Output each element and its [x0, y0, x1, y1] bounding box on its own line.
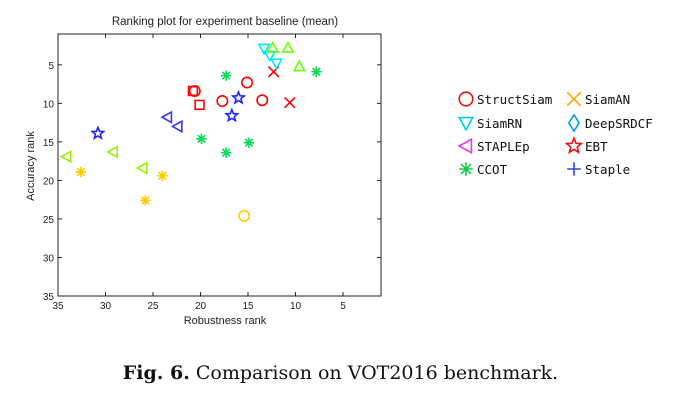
data-point-star-6-0	[90, 125, 106, 141]
data-point-asterisk-9-1	[157, 170, 168, 181]
x-tick-label: 25	[147, 301, 159, 312]
plot-area	[57, 33, 382, 297]
y-tick-label: 10	[43, 99, 55, 110]
legend-label-staple: Staple	[585, 162, 630, 177]
caption-text: Comparison on VOT2016 benchmark.	[189, 362, 559, 384]
data-point-star-6-1	[224, 107, 240, 123]
legend-marker-ebt	[564, 135, 584, 155]
data-point-circle-0-3	[256, 94, 269, 107]
x-tick-label: 15	[242, 301, 254, 312]
data-point-asterisk-5-0	[220, 70, 232, 81]
chart-title: Ranking plot for experiment baseline (me…	[112, 16, 338, 28]
legend-marker-staple	[567, 162, 581, 176]
legend-label-deepsrdcf: DeepSRDCF	[585, 116, 653, 131]
x-tick-label: 30	[100, 301, 112, 312]
legend-label-ccot: CCOT	[477, 162, 508, 177]
y-tick-label: 35	[43, 292, 55, 303]
data-points	[59, 41, 322, 222]
x-tick-label: 5	[340, 301, 346, 312]
data-point-triangle-up-3-2	[292, 59, 306, 72]
legend-label-siaman: SiamAN	[585, 92, 630, 107]
data-point-triangle-left-8-1	[135, 161, 148, 175]
data-point-star-6-2	[230, 89, 247, 105]
y-tick-label: 25	[43, 215, 55, 226]
data-point-asterisk-5-1	[220, 147, 232, 158]
data-point-asterisk-9-0	[75, 166, 86, 178]
legend-marker-ccot	[459, 162, 473, 176]
data-point-square-4-0	[187, 85, 199, 97]
data-point-triangle-up-3-0	[281, 41, 295, 53]
data-point-triangle-down-2-0	[257, 43, 271, 56]
data-point-asterisk-9-2	[140, 195, 151, 206]
legend: StructSiam SiamAN SiamRN DeepSRDCF STAPLEp EB…	[457, 91, 653, 177]
scatter-chart: Ranking plot for experiment baseline (me…	[25, 16, 653, 327]
y-tick-label: 20	[43, 176, 55, 187]
y-tick-label: 15	[43, 138, 55, 149]
data-point-triangle-left-8-2	[59, 149, 72, 164]
legend-marker-siaman	[566, 91, 582, 107]
data-point-triangle-left-7-0	[160, 110, 173, 124]
data-point-circle-10-0	[238, 209, 251, 222]
legend-label-structsiam: StructSiam	[477, 92, 552, 107]
x-tick-label: 20	[195, 301, 207, 312]
legend-marker-staplep	[457, 137, 473, 155]
legend-label-ebt: EBT	[585, 139, 608, 154]
legend-label-siamrn: SiamRN	[477, 116, 522, 131]
data-point-square-4-1	[194, 99, 205, 111]
legend-label-staplep: STAPLEp	[477, 139, 530, 154]
y-tick-label: 5	[48, 61, 54, 72]
data-point-circle-0-2	[241, 76, 254, 89]
legend-marker-siamrn	[457, 116, 475, 132]
x-tick-label: 10	[290, 301, 302, 312]
legend-marker-deepsrdcf	[567, 113, 581, 133]
x-axis-label: Robustness rank	[184, 315, 267, 327]
data-point-triangle-left-8-0	[106, 145, 119, 159]
data-point-circle-0-1	[216, 95, 229, 108]
data-point-triangle-up-3-1	[266, 41, 280, 53]
data-point-triangle-left-7-1	[170, 119, 183, 134]
data-point-asterisk-5-2	[243, 137, 255, 148]
x-tick-label: 35	[52, 301, 64, 312]
data-point-x-1-0	[284, 96, 296, 109]
axis-ticks: 35 30 25 20 15 10 5 5 10 15 20 25 30 35	[43, 34, 381, 312]
data-point-asterisk-5-3	[196, 133, 207, 144]
data-point-asterisk-5-4	[311, 66, 322, 77]
legend-marker-structsiam	[458, 91, 474, 107]
y-tick-label: 30	[43, 253, 55, 264]
data-point-triangle-down-2-2	[269, 58, 284, 71]
caption-label: Fig. 6.	[122, 362, 190, 384]
figure-caption: Fig. 6. Comparison on VOT2016 benchmark.	[0, 362, 681, 384]
y-axis-label: Accuracy rank	[25, 131, 37, 201]
